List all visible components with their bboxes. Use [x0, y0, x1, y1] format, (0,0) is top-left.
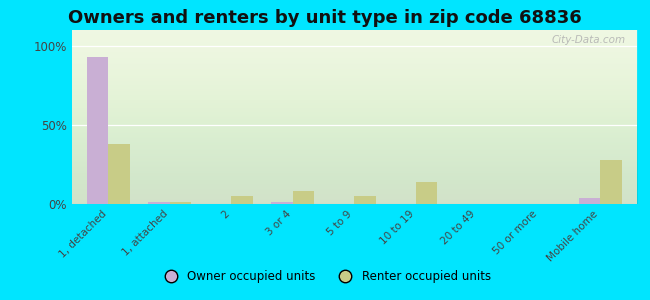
Bar: [292, 191, 315, 204]
Bar: [148, 202, 170, 204]
Text: City-Data.com: City-Data.com: [552, 35, 626, 45]
Bar: [578, 198, 600, 204]
Bar: [170, 202, 191, 204]
Bar: [416, 182, 437, 204]
Bar: [109, 144, 130, 204]
Bar: [87, 57, 109, 204]
Bar: [231, 196, 253, 204]
Bar: [600, 160, 621, 204]
Bar: [271, 202, 293, 204]
Legend: Owner occupied units, Renter occupied units: Owner occupied units, Renter occupied un…: [154, 266, 496, 288]
Bar: [354, 196, 376, 204]
Text: Owners and renters by unit type in zip code 68836: Owners and renters by unit type in zip c…: [68, 9, 582, 27]
